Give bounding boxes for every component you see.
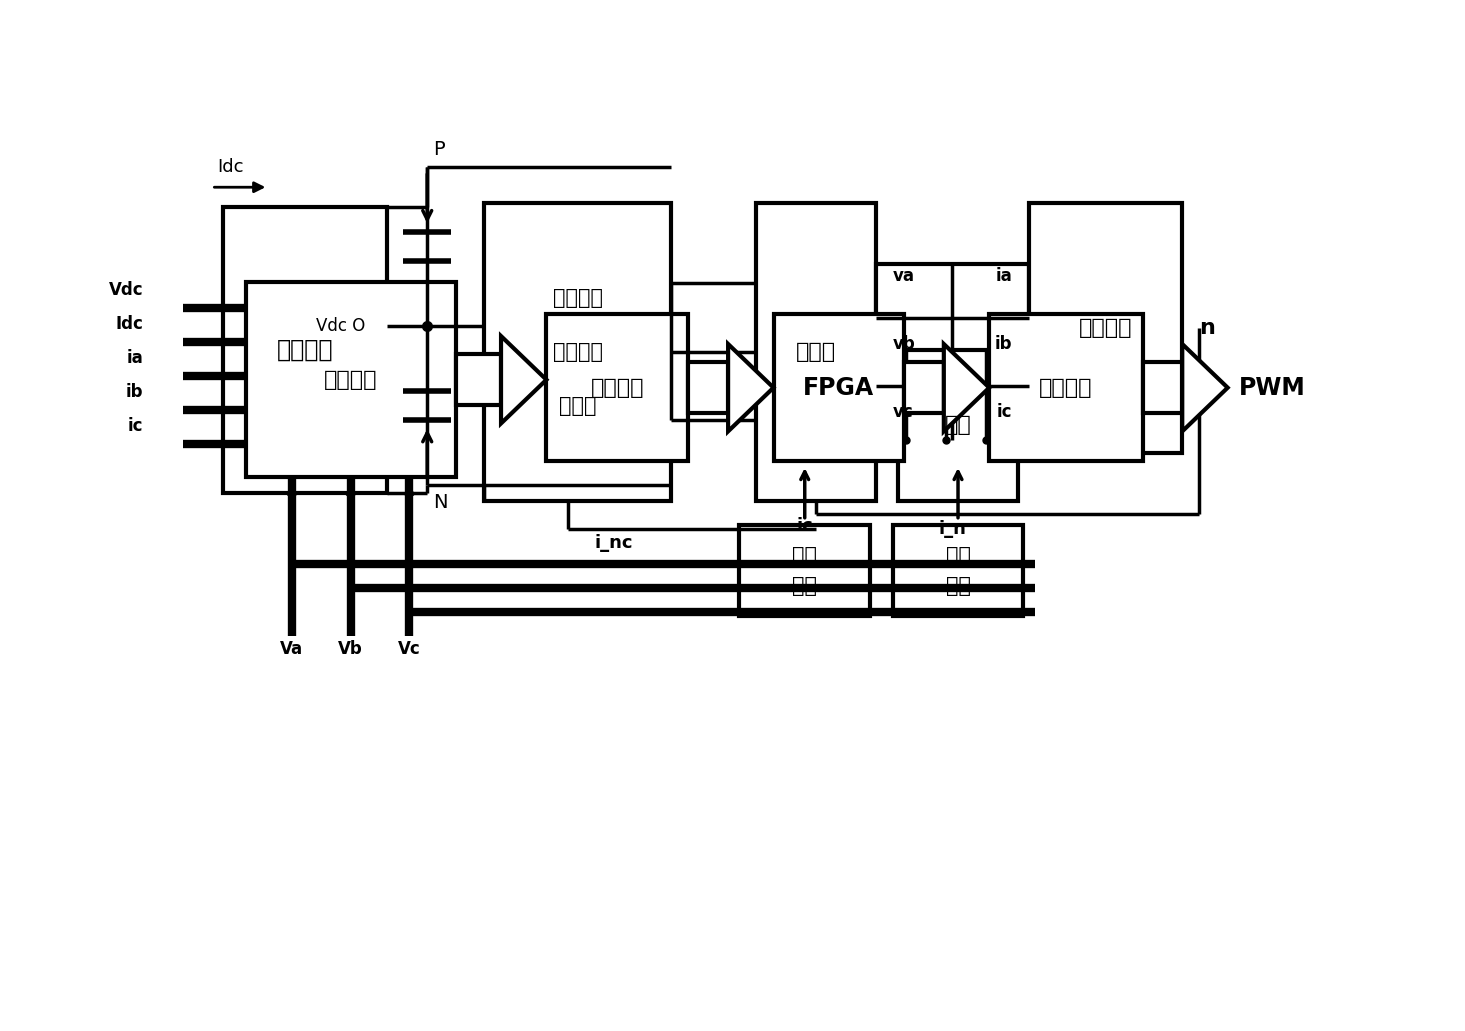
Text: Idc: Idc [217,159,243,176]
Text: 锁相: 锁相 [793,546,817,566]
Polygon shape [501,336,546,424]
Text: 电路: 电路 [793,576,817,596]
Text: Vdc O: Vdc O [315,318,365,335]
Bar [904,362,943,413]
Text: FPGA: FPGA [803,375,875,400]
Text: Vc: Vc [398,640,420,658]
Bar [689,362,728,413]
Bar [483,203,671,501]
Text: 负载: 负载 [945,415,971,435]
Polygon shape [1182,344,1228,431]
Text: ia: ia [126,350,144,367]
Text: 调理电路: 调理电路 [324,370,378,390]
Text: P: P [434,140,444,160]
Text: 滤波器: 滤波器 [795,342,837,362]
Text: i_n: i_n [939,520,967,537]
Text: 光伏阵列: 光伏阵列 [277,338,334,362]
Text: 三相电网: 三相电网 [1078,319,1132,338]
Text: ic: ic [127,418,144,435]
Text: N: N [434,493,447,512]
Text: vc: vc [892,403,914,422]
Polygon shape [728,344,774,431]
Text: vb: vb [892,335,916,353]
Text: ic: ic [797,518,813,535]
Bar [223,207,387,493]
Bar [774,314,904,461]
Bar [456,355,501,405]
Text: 电路: 电路 [945,576,970,596]
Text: 混合箝位: 混合箝位 [552,289,602,308]
Bar [876,264,1028,440]
Text: 型三电平: 型三电平 [552,342,602,362]
Bar [1143,362,1182,413]
Text: Idc: Idc [116,315,144,333]
Text: n: n [1200,319,1214,338]
Text: va: va [892,267,914,285]
Text: Vb: Vb [338,640,363,658]
Bar [246,282,456,477]
Text: ic: ic [996,403,1012,422]
Text: ia: ia [995,267,1012,285]
Polygon shape [943,344,989,431]
Bar [898,350,1018,501]
Text: ib: ib [126,384,144,401]
Text: 采样电路: 采样电路 [590,377,645,398]
Text: i_nc: i_nc [595,534,633,552]
Bar [546,314,689,461]
Text: Va: Va [280,640,303,658]
Text: ib: ib [995,335,1012,353]
Text: Vdc: Vdc [108,281,144,299]
Bar [989,314,1143,461]
Text: 驱动电路: 驱动电路 [1039,377,1093,398]
Bar [740,525,870,616]
Text: PWM: PWM [1239,375,1305,400]
Bar [892,525,1023,616]
Text: 保护: 保护 [945,546,970,566]
Bar [1028,203,1182,454]
Bar [756,203,876,501]
Text: 逆变器: 逆变器 [560,396,596,415]
